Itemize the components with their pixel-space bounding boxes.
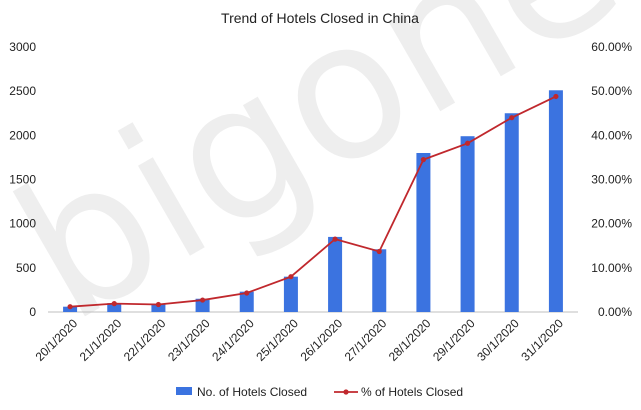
legend: No. of Hotels Closed % of Hotels Closed <box>176 385 463 399</box>
line-point <box>553 93 559 100</box>
line-point <box>509 115 515 121</box>
bar <box>416 153 431 312</box>
x-tick-label: 27/1/2020 <box>342 316 390 364</box>
series-line <box>70 95 557 308</box>
bar <box>107 303 122 312</box>
right-tick-label: 10.00% <box>591 261 632 275</box>
watermark-logo: bigone <box>0 0 641 364</box>
line-point <box>332 236 338 242</box>
x-tick-label: 30/1/2020 <box>474 316 522 364</box>
x-tick-label: 26/1/2020 <box>298 316 346 364</box>
line-point <box>376 248 382 255</box>
x-tick-label: 23/1/2020 <box>165 316 213 364</box>
left-tick-label: 2000 <box>9 128 36 142</box>
x-tick-label: 29/1/2020 <box>430 316 478 364</box>
line-point <box>244 290 250 296</box>
legend-swatch-point <box>343 389 349 395</box>
left-tick-label: 3000 <box>9 40 36 54</box>
x-tick-label: 31/1/2020 <box>518 316 566 364</box>
line-point <box>199 297 206 303</box>
bar <box>504 113 519 312</box>
left-y-axis: 0 500 1000 1500 2000 2500 3000 <box>9 40 36 319</box>
bar <box>195 298 210 312</box>
bar <box>283 276 298 312</box>
legend-swatch-bars <box>176 387 192 395</box>
bar <box>460 136 475 312</box>
line-point <box>288 274 294 280</box>
right-tick-label: 40.00% <box>591 128 632 142</box>
line-series <box>67 93 559 310</box>
right-tick-label: 30.00% <box>591 173 632 187</box>
right-y-axis: 0.00% 10.00% 20.00% 30.00% 40.00% 50.00% 60.00… <box>591 40 632 319</box>
bar <box>328 236 343 312</box>
legend-label-line: % of Hotels Closed <box>361 385 463 399</box>
x-tick-label: 20/1/2020 <box>33 316 81 364</box>
line-point <box>464 140 471 146</box>
bar <box>372 249 387 312</box>
right-tick-label: 20.00% <box>591 217 632 231</box>
left-tick-label: 0 <box>29 305 36 319</box>
x-tick-label: 24/1/2020 <box>209 316 257 364</box>
line-point <box>420 157 427 163</box>
line-point <box>111 301 117 307</box>
bar <box>548 90 563 313</box>
left-tick-label: 1000 <box>9 217 36 231</box>
bar <box>239 291 254 312</box>
right-tick-label: 50.00% <box>591 84 632 98</box>
bar <box>151 303 166 312</box>
bar-series <box>63 90 563 313</box>
line-point <box>155 301 162 308</box>
legend-label-bars: No. of Hotels Closed <box>197 385 307 399</box>
right-tick-label: 0.00% <box>598 305 632 319</box>
right-tick-label: 60.00% <box>591 40 632 54</box>
left-tick-label: 500 <box>16 261 36 275</box>
left-tick-label: 1500 <box>9 173 36 187</box>
x-tick-label: 28/1/2020 <box>386 316 434 364</box>
x-tick-label: 25/1/2020 <box>253 316 301 364</box>
line-point <box>67 304 73 310</box>
chart-title: Trend of Hotels Closed in China <box>221 10 419 26</box>
bar <box>63 306 78 312</box>
left-tick-label: 2500 <box>9 84 36 98</box>
